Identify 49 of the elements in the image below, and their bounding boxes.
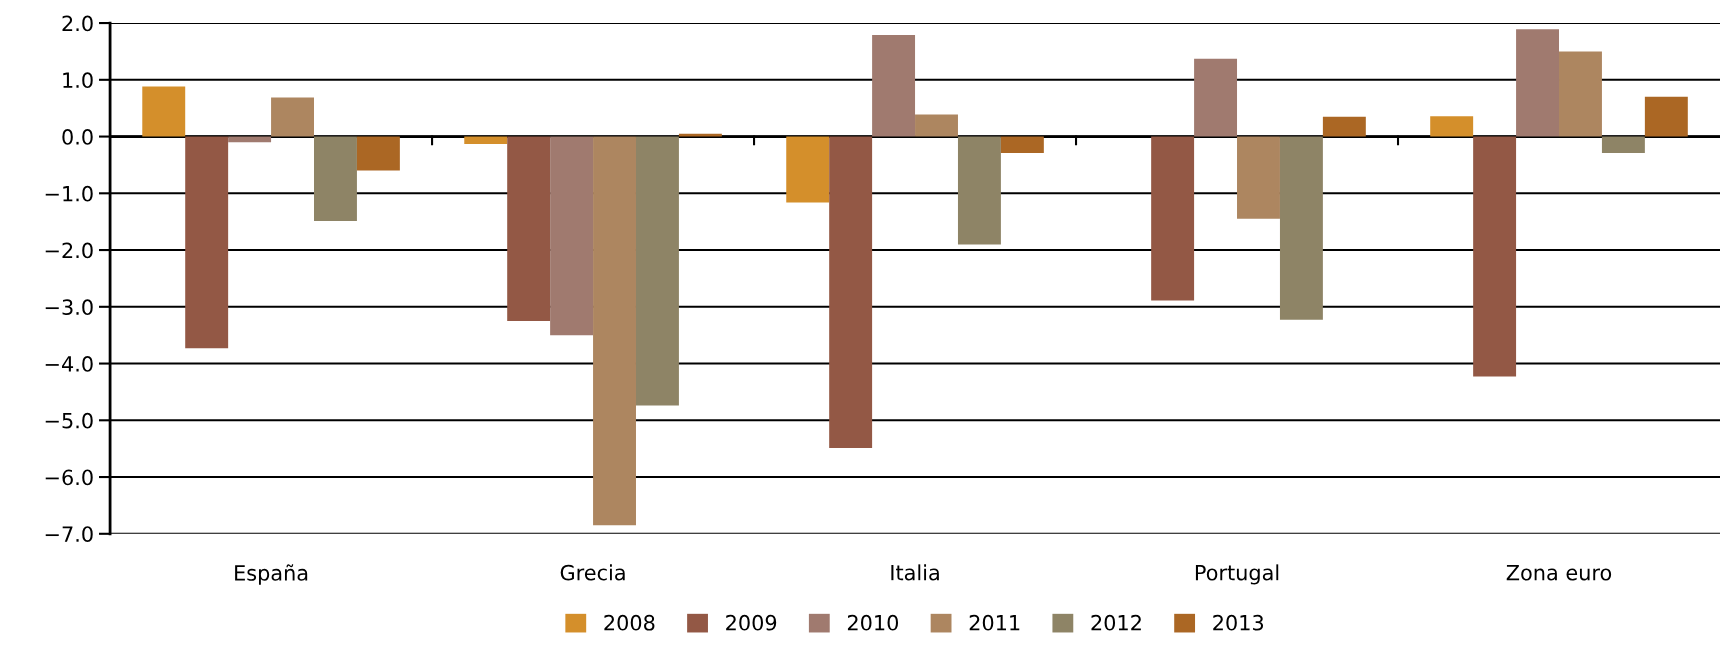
bar [915, 114, 958, 137]
bar [635, 136, 679, 406]
x-tick-label: Zona euro [1506, 564, 1612, 581]
bar [1473, 136, 1517, 377]
bar [271, 97, 314, 137]
y-tick-label: −3.0 [45, 299, 93, 316]
x-tick-label: España [235, 564, 308, 585]
y-tick-label: −2.0 [45, 242, 93, 259]
bar [1516, 29, 1560, 137]
legend-label: 2010 [847, 614, 899, 631]
bar [1279, 136, 1323, 320]
bar [507, 136, 551, 321]
bar [142, 86, 186, 137]
legend-label: 2008 [604, 614, 655, 631]
y-tick-label: −5.0 [45, 412, 93, 429]
bar [678, 133, 722, 137]
bar [872, 34, 916, 137]
bar [957, 136, 1001, 245]
bar [1322, 116, 1366, 137]
y-tick-label: −4.0 [45, 356, 93, 372]
y-tick-label: 0.0 [62, 129, 93, 145]
bar [829, 136, 873, 449]
bar [786, 136, 830, 203]
x-tick-label: Grecia [560, 564, 625, 581]
bar [1559, 51, 1602, 137]
bar [550, 136, 594, 336]
y-tick-label: −7.0 [45, 526, 93, 542]
bar [314, 136, 357, 222]
legend-label: 2012 [1091, 614, 1141, 631]
bar [1644, 96, 1688, 137]
legend-label: 2011 [969, 614, 1020, 631]
bar [1601, 136, 1645, 154]
bar [1151, 136, 1195, 301]
bar [1194, 58, 1238, 137]
x-tick-label: Portugal [1195, 564, 1279, 585]
bar [185, 136, 229, 349]
y-tick-label: 1.0 [63, 72, 93, 89]
bar [1430, 116, 1474, 137]
legend-label: 2009 [726, 614, 777, 631]
x-tick-label: Italia [891, 564, 939, 581]
y-tick-label: −6.0 [45, 469, 93, 486]
bar [593, 136, 636, 526]
bar [464, 136, 508, 144]
y-tick-label: −1.0 [45, 185, 93, 202]
bar [1237, 136, 1280, 219]
legend-label: 2013 [1213, 614, 1264, 631]
bar [356, 136, 400, 171]
bar [1000, 136, 1044, 154]
y-tick-label: 2.0 [62, 15, 93, 32]
